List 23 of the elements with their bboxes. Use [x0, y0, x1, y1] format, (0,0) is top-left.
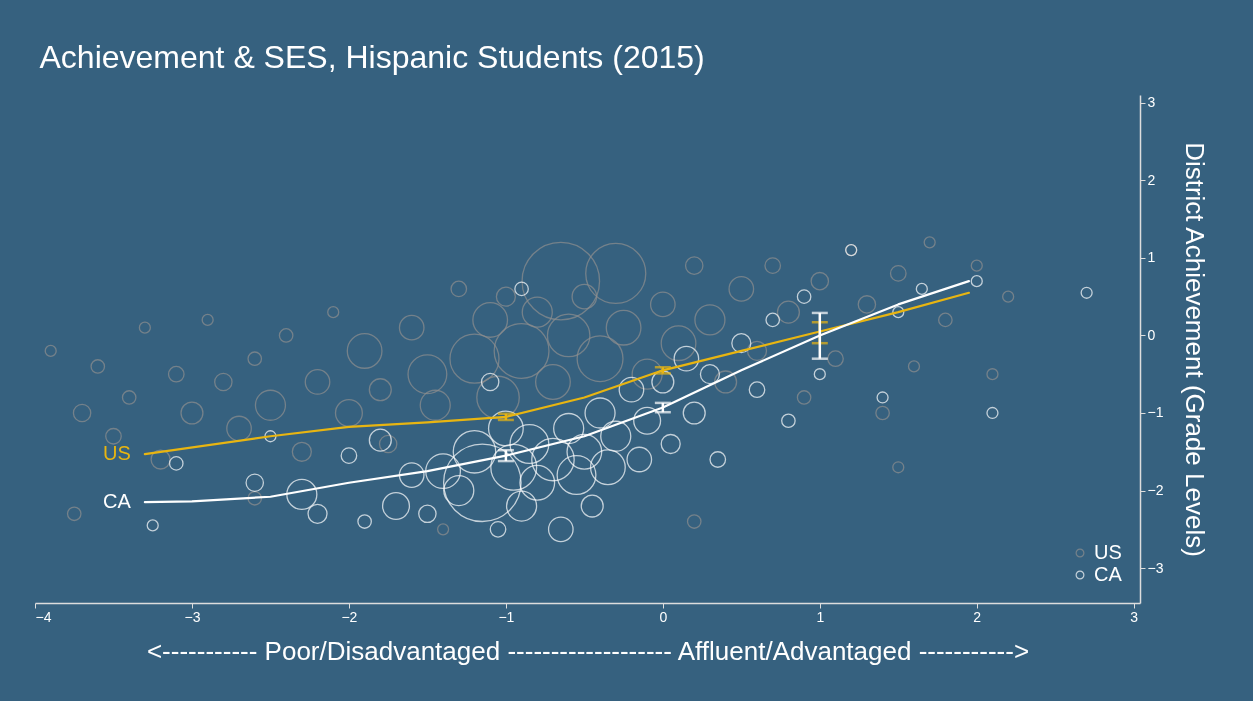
series-label: US [103, 442, 131, 465]
y-tick-label: −1 [1147, 404, 1164, 421]
y-tick-label: 3 [1147, 94, 1156, 111]
x-tick-label: 0 [659, 608, 668, 625]
x-tick-label: −1 [498, 608, 515, 625]
x-tick-label: 3 [1130, 608, 1139, 625]
y-tick-label: 1 [1147, 249, 1156, 266]
legend-label: US [1094, 541, 1122, 563]
x-tick-label: −3 [184, 608, 201, 625]
y-tick-label: −2 [1147, 482, 1164, 499]
x-axis-title: <----------- Poor/Disadvantaged ------------------- Affluent/Advantaged -----------> [146, 635, 1030, 666]
line-series [143, 291, 971, 456]
legend-label: CA [1094, 563, 1123, 585]
y-tick-label: 2 [1147, 171, 1156, 188]
y-tick-label: −3 [1147, 559, 1164, 576]
x-tick-label: −4 [35, 608, 52, 625]
y-tick-label: 0 [1147, 326, 1156, 343]
chart-title: Achievement & SES, Hispanic Students (2015) [39, 39, 705, 75]
x-tick-label: 1 [816, 608, 825, 625]
y-axis-title: District Achievement (Grade Levels) [1180, 142, 1211, 557]
x-tick-label: −2 [341, 608, 358, 625]
series-label: CA [103, 490, 132, 513]
x-tick-label: 2 [973, 608, 982, 625]
